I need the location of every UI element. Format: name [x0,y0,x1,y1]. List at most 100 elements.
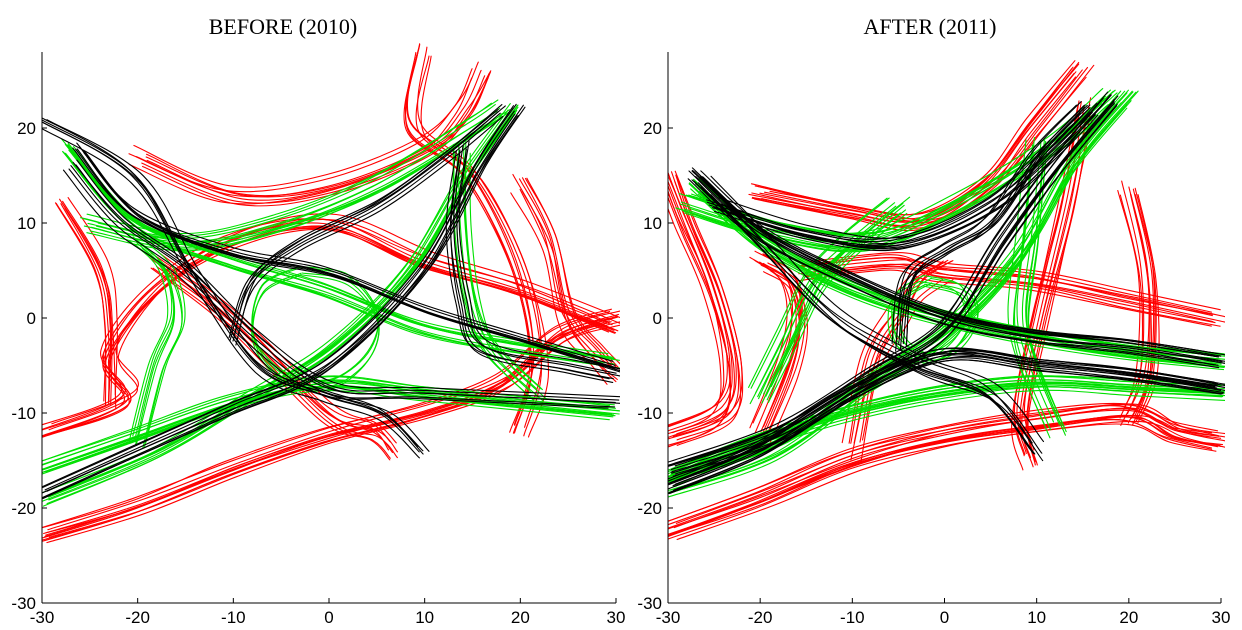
trajectory-black-15-4 [72,147,610,367]
trajectory-green-11-1 [469,152,548,401]
x-tick-label: 10 [1027,608,1046,627]
trajectory-black-15-2 [669,359,1224,495]
trajectory-black-18-5 [718,102,1098,239]
trajectory-black-14-4 [42,115,517,500]
trajectory-green-9-8 [46,113,516,505]
y-tick-label: 0 [27,309,36,328]
trajectory-red-6-3 [1119,194,1144,426]
trajectory-green-12-11 [748,197,888,388]
x-tick-label: -10 [840,608,865,627]
trajectory-black-16-0 [42,121,424,455]
trajectory-red-6-2 [1134,193,1157,423]
trajectory-red-2-7 [62,200,112,402]
trajectory-black-15-7 [84,151,620,372]
trajectory-green-12-1 [765,204,905,397]
x-tick-label: -30 [30,608,55,627]
trajectory-green-12-9 [749,214,890,405]
trajectory-green-12-1 [128,239,169,442]
trajectory-green-8-9 [67,144,615,360]
trajectory-black-19-2 [456,148,620,377]
trajectory-red-3-0 [133,61,479,188]
trajectory-black-16-4 [42,119,424,452]
trajectory-green-13-4 [1007,139,1045,425]
trajectory-red-3-4 [135,69,482,198]
trajectory-green-9-3 [42,109,509,500]
trajectory-green-8-8 [67,142,614,358]
trajectory-black-16-8 [695,176,1223,363]
trajectory-green-13-9 [1013,144,1052,431]
y-tick-label: -20 [11,499,36,518]
trajectory-red-2-0 [67,197,118,396]
trajectory-red-1-12 [674,180,742,446]
trajectory-red-0-9 [668,402,1219,522]
trajectory-red-5-0 [510,192,608,385]
trajectory-red-4-8 [798,263,1214,323]
trajectory-red-3-5 [145,70,492,197]
y-tick-label: -10 [637,404,662,423]
trajectory-black-16-1 [42,121,420,453]
trajectory-green-13-8 [1025,140,1065,427]
trajectory-black-17-3 [68,168,616,408]
trajectory-red-3-5 [759,69,1083,222]
trajectory-red-5-7 [521,190,617,383]
trajectory-black-17-6 [670,99,1115,471]
trajectory-red-3-7 [128,77,473,205]
trajectory-black-19-4 [699,176,1033,444]
trajectory-red-0-15 [668,408,1220,529]
trajectory-green-12-4 [750,197,890,389]
trajectory-black-14-5 [42,105,515,489]
trajectory-red-0-11 [676,414,1225,534]
x-tick-label: 10 [415,608,434,627]
axes-before: -30 -20 -10 0 10 20 30 -30 -20 -10 0 10 20 [11,52,625,627]
chart-panel-after: AFTER (2011) -30 -20 -10 0 10 20 30 -30 -20 -10 0 1… [621,0,1242,630]
trajectory-green-8-5 [668,384,1223,480]
trajectory-red-1-5 [42,222,609,431]
trajectory-red-3-3 [761,76,1087,229]
trajectory-black-20-5 [898,105,1085,344]
trajectory-green-10-4 [97,109,511,243]
trajectory-green-12-2 [762,202,904,395]
trajectory-black-19-3 [458,140,620,370]
trajectory-red-1-7 [42,228,616,438]
chart-title-after: AFTER (2011) [863,14,996,39]
trajectory-red-1-6 [674,170,743,435]
trajectory-black-15-13 [673,352,1225,488]
trajectory-red-3-1 [128,68,473,193]
y-tick-label: -30 [637,594,662,613]
trajectory-red-0-14 [668,419,1213,538]
trajectory-black-18-2 [235,115,504,346]
y-tick-label: 10 [643,214,662,233]
trajectory-red-1-8 [51,213,620,425]
trajectory-black-17-1 [76,159,620,398]
trajectory-black-20-6 [891,104,1077,344]
trajectory-red-2-6 [64,207,117,410]
x-tick-label: 20 [511,608,530,627]
y-tick-label: 20 [643,119,662,138]
chart-panel-before: BEFORE (2010) -30 -20 -10 0 10 20 30 -30 -20 -10 0… [11,14,625,627]
trajectory-green-13-7 [1028,149,1066,436]
y-tick-label: -20 [637,499,662,518]
trajectory-green-12-0 [766,209,907,401]
trajectory-red-3-6 [145,71,492,198]
trajectory-black-15-6 [76,142,614,362]
trajectory-red-0-2 [668,409,1222,530]
trajectory-black-17-8 [672,105,1118,477]
x-tick-label: 30 [1212,608,1231,627]
trajectory-green-14-2 [899,282,979,361]
trajectory-red-0-8 [668,423,1217,540]
trajectory-green-12-7 [136,242,176,445]
trajectory-black-17-2 [72,161,620,401]
trajectory-red-6-6 [1130,194,1152,426]
trajectory-green-7-8 [42,375,615,462]
trajectory-green-13-5 [1016,137,1055,423]
trajectory-green-10-3 [83,104,496,240]
x-tick-label: -20 [748,608,773,627]
trajectory-red-4-6 [404,52,533,434]
trajectory-black-16-5 [46,119,430,452]
trajectory-red-4-3 [807,252,1221,311]
x-tick-label: -30 [656,608,681,627]
trajectory-black-20-7 [905,107,1091,347]
trajectory-red-6-3 [149,257,390,451]
chart-title-before: BEFORE (2010) [209,14,358,39]
